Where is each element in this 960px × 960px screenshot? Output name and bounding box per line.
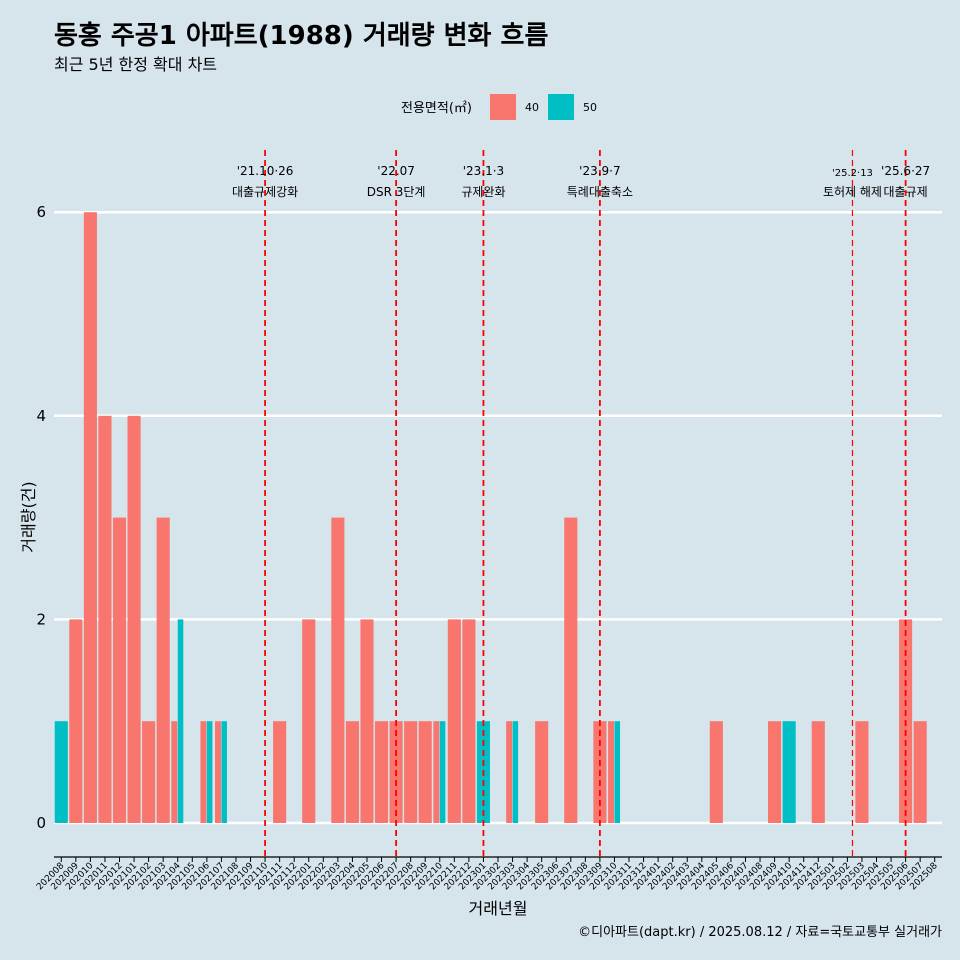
caption: ©디아파트(dapt.kr) / 2025.08.12 / 자료=국토교통부 실… (578, 925, 942, 940)
chart-subtitle: 최근 5년 한정 확대 차트 (54, 55, 217, 74)
legend: 전용면적(㎡) 40 50 (401, 94, 597, 120)
bar-40 (302, 619, 316, 823)
bar-40 (811, 721, 825, 823)
bar-40 (768, 721, 782, 823)
bar-40 (374, 721, 389, 823)
bar-40 (535, 721, 549, 823)
bar-40 (142, 721, 156, 823)
y-axis-title: 거래량(건) (19, 481, 38, 552)
bar-40 (83, 212, 97, 823)
bar-50 (221, 721, 227, 823)
grid (54, 210, 942, 825)
bar-40 (215, 721, 221, 823)
x-axis: 2020082020092020102020112020122021012021… (35, 856, 942, 892)
legend-label-50: 50 (583, 101, 597, 114)
bar-50 (439, 721, 446, 823)
y-axis: 0 2 4 6 (36, 203, 46, 832)
bar-50 (177, 619, 184, 823)
bar-40 (709, 721, 723, 823)
bar-40 (855, 721, 869, 823)
event-label: 특례대출축소 (567, 185, 633, 199)
y-tick-label: 2 (36, 610, 46, 628)
bar-40 (345, 721, 359, 823)
x-axis-title: 거래년월 (469, 899, 528, 918)
event-label: 대출규제강화 (232, 185, 298, 199)
event-date: '23.1·3 (463, 164, 504, 178)
bars (54, 212, 927, 823)
bar-40 (331, 517, 345, 823)
bar-50 (782, 721, 796, 823)
legend-swatch-40 (490, 94, 516, 120)
event-date: '25.6·27 (881, 164, 930, 178)
bar-40 (273, 721, 287, 823)
event-label: DSR 3단계 (367, 185, 426, 199)
event-date: '21.10·26 (237, 164, 294, 178)
event-date: '23.9·7 (579, 164, 620, 178)
event-label: 토허제 해제 (823, 185, 882, 199)
bar-40 (608, 721, 614, 823)
legend-title: 전용면적(㎡) (401, 101, 472, 116)
bar-40 (913, 721, 927, 823)
bar-40 (404, 721, 418, 823)
y-tick-label: 4 (36, 407, 46, 425)
event-lines: '21.10·26 대출규제강화 '22.07 DSR 3단계 '23.1·3 규제완화 '… (232, 150, 930, 857)
chart-title: 동홍 주공1 아파트(1988) 거래량 변화 흐름 (54, 21, 548, 51)
bar-40 (200, 721, 207, 823)
event-date: '25.2·13 (832, 168, 873, 179)
legend-label-40: 40 (525, 101, 539, 114)
y-tick-label: 6 (36, 203, 46, 221)
bar-40 (112, 517, 127, 823)
bar-40 (462, 619, 476, 823)
bar-40 (127, 415, 141, 823)
event-date: '22.07 (377, 164, 415, 178)
bar-40 (69, 619, 83, 823)
bar-40 (564, 517, 578, 823)
bar-40 (433, 721, 440, 823)
bar-40 (447, 619, 461, 823)
legend-swatch-50 (548, 94, 574, 120)
bar-50 (54, 721, 68, 823)
bar-40 (506, 721, 513, 823)
bar-40 (360, 619, 374, 823)
bar-50 (512, 721, 519, 823)
y-tick-label: 0 (36, 814, 46, 832)
bar-40 (156, 517, 170, 823)
bar-50 (206, 721, 213, 823)
event-label: 대출규제 (884, 185, 928, 199)
event-label: 규제완화 (461, 185, 505, 199)
bar-40 (418, 721, 432, 823)
bar-50 (614, 721, 621, 823)
bar-40 (171, 721, 178, 823)
bar-40 (98, 415, 112, 823)
